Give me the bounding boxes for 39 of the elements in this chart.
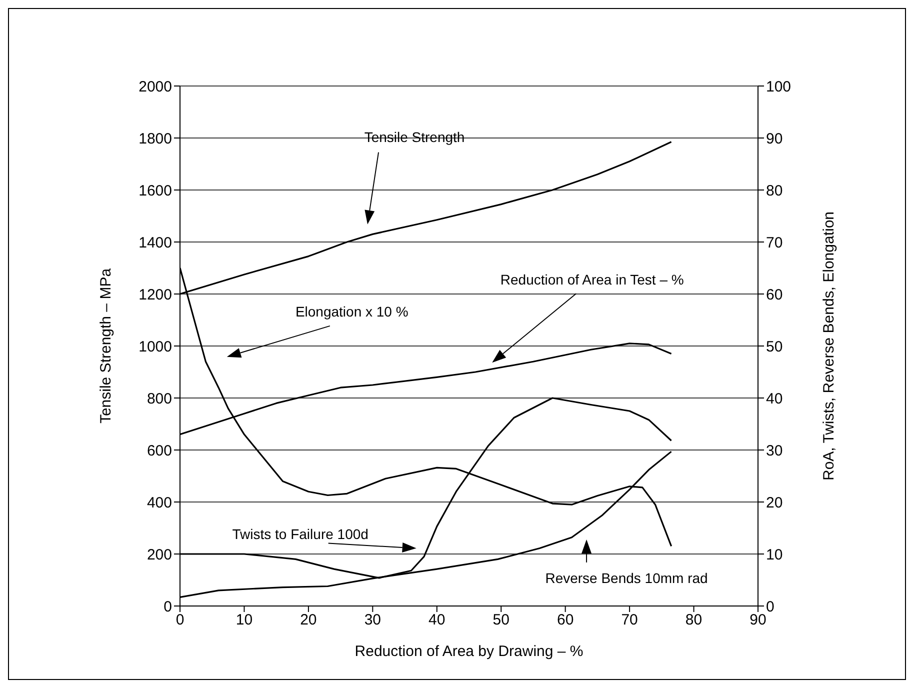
y-tick-label: 1200 [138, 286, 172, 304]
x-tick-label: 90 [750, 612, 766, 629]
y2-tick-label: 60 [766, 286, 783, 304]
y2-tick-label: 70 [766, 234, 783, 252]
annotation: Twists to Failure 100d [232, 526, 368, 542]
x-tick-label: 40 [428, 612, 446, 629]
y-tick-label: 1600 [138, 182, 172, 200]
y-tick-label: 1800 [138, 130, 172, 148]
x-tick-label: 10 [236, 612, 253, 629]
y2-tick-label: 0 [766, 598, 774, 616]
y-tick-label: 0 [164, 598, 172, 616]
annotation: Reduction of Area in Test – % [500, 271, 684, 288]
y-tick-label: 800 [146, 390, 172, 408]
x-tick-label: 70 [621, 612, 638, 629]
x-tick-label: 0 [176, 612, 184, 629]
y2-axis-title: RoA, Twists, Reverse Bends, Elongation [820, 211, 838, 481]
x-tick-label: 80 [685, 612, 702, 629]
y-tick-label: 2000 [138, 78, 172, 96]
x-tick-label: 60 [556, 612, 574, 629]
y-axis-title: Tensile Strength – MPa [97, 268, 114, 424]
y2-tick-label: 80 [766, 182, 783, 200]
y-tick-label: 1400 [138, 234, 172, 252]
y-tick-label: 1000 [138, 338, 172, 356]
annotation: Elongation x 10 % [295, 304, 408, 320]
x-tick-label: 30 [364, 612, 382, 629]
y-tick-label: 400 [146, 494, 172, 512]
y-tick-label: 600 [146, 442, 172, 460]
annotation: Reverse Bends 10mm rad [545, 570, 708, 586]
y2-tick-label: 30 [766, 442, 783, 460]
y2-tick-label: 100 [766, 78, 792, 96]
x-tick-label: 20 [300, 612, 317, 629]
y2-tick-label: 20 [766, 494, 783, 512]
x-tick-label: 50 [492, 612, 510, 629]
y2-tick-label: 40 [766, 390, 783, 408]
y-tick-label: 200 [146, 546, 172, 564]
y2-tick-label: 10 [766, 546, 783, 564]
x-axis-title: Reduction of Area by Drawing – % [354, 643, 584, 660]
y2-tick-label: 50 [766, 338, 783, 356]
y2-tick-label: 90 [766, 130, 783, 148]
